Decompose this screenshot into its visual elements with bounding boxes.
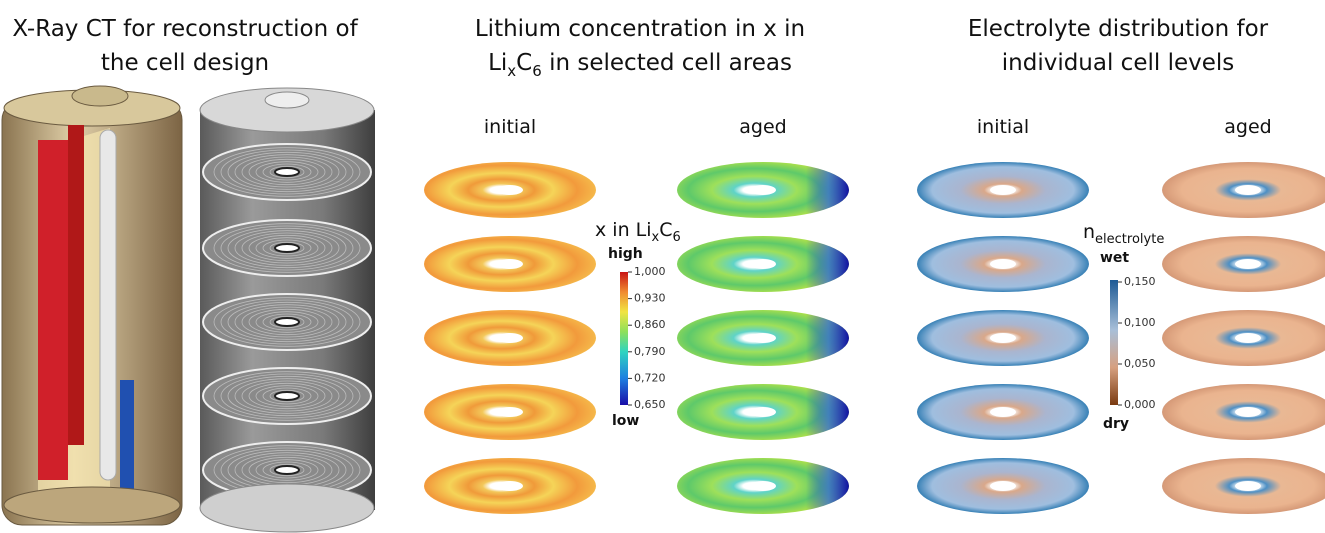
winding — [269, 165, 305, 179]
winding — [234, 378, 340, 414]
disc-hole — [750, 259, 776, 269]
winding — [220, 299, 354, 345]
colorbar — [620, 272, 628, 405]
disc-hole — [990, 481, 1016, 491]
winding — [213, 147, 361, 197]
disc-hole — [1235, 333, 1261, 343]
winding — [234, 154, 340, 190]
disc-hole — [750, 407, 776, 417]
disc-hole — [1235, 407, 1261, 417]
winding — [269, 389, 305, 403]
winding — [213, 223, 361, 273]
winding — [255, 161, 319, 183]
disc-hole — [990, 185, 1016, 195]
disc-hole — [497, 185, 523, 195]
winding — [262, 163, 312, 181]
winding — [241, 306, 333, 338]
core — [274, 317, 300, 327]
winding — [213, 297, 361, 347]
winding — [269, 241, 305, 255]
disc-hole — [750, 185, 776, 195]
winding — [248, 234, 326, 262]
winding — [227, 375, 347, 417]
colorbar-low: low — [612, 413, 639, 429]
winding — [255, 237, 319, 259]
colorbar-tick-label: 0,790 — [634, 345, 666, 358]
disc-hole — [497, 333, 523, 343]
winding — [227, 301, 347, 343]
winding — [248, 158, 326, 186]
core — [274, 243, 300, 253]
colorbar-high: wet — [1100, 250, 1129, 266]
colorbar-high: high — [608, 246, 643, 262]
colorbar-label: x in LixC6 — [595, 219, 681, 245]
winding — [227, 227, 347, 269]
disc-hole — [497, 407, 523, 417]
winding — [269, 315, 305, 329]
column-label: initial — [484, 116, 536, 138]
colorbar-low: dry — [1103, 416, 1129, 432]
colorbar-tick-label: 0,930 — [634, 292, 666, 305]
winding — [262, 239, 312, 257]
winding — [248, 308, 326, 336]
disc-hole — [990, 259, 1016, 269]
disc-hole — [990, 407, 1016, 417]
disc-hole — [1235, 481, 1261, 491]
disc-hole — [750, 333, 776, 343]
winding — [241, 380, 333, 412]
winding — [234, 230, 340, 266]
battery-cylinder — [199, 87, 375, 533]
panel-title: X-Ray CT for reconstruction of — [12, 16, 358, 42]
panel-title: the cell design — [101, 50, 269, 76]
disc-hole — [750, 481, 776, 491]
winding — [255, 311, 319, 333]
battery-cutaway — [1, 85, 183, 526]
core — [274, 465, 300, 475]
core — [274, 391, 300, 401]
column-label: aged — [1224, 116, 1271, 138]
panel-title: Lithium concentration in x in — [475, 16, 805, 42]
winding — [262, 461, 312, 479]
core — [274, 167, 300, 177]
panel-title: Electrolyte distribution for — [968, 16, 1269, 42]
panel-title: individual cell levels — [1002, 50, 1235, 76]
winding — [269, 463, 305, 477]
colorbar-tick-label: 0,150 — [1124, 275, 1156, 288]
colorbar-tick-label: 1,000 — [634, 265, 666, 278]
winding — [227, 151, 347, 193]
winding — [255, 459, 319, 481]
winding — [220, 149, 354, 195]
winding — [248, 382, 326, 410]
winding — [262, 313, 312, 331]
colorbar-tick-label: 0,050 — [1124, 357, 1156, 370]
colorbar-tick-label: 0,860 — [634, 318, 666, 331]
colorbar — [1110, 280, 1118, 405]
disc-hole — [1235, 185, 1261, 195]
disc-hole — [497, 259, 523, 269]
winding — [213, 371, 361, 421]
winding — [241, 232, 333, 264]
colorbar-tick-label: 0,100 — [1124, 316, 1156, 329]
panel-title: LixC6 in selected cell areas — [488, 50, 792, 80]
winding — [220, 373, 354, 419]
column-label: aged — [739, 116, 786, 138]
winding — [220, 225, 354, 271]
disc-hole — [1235, 259, 1261, 269]
disc-hole — [497, 481, 523, 491]
column-label: initial — [977, 116, 1029, 138]
winding — [234, 304, 340, 340]
winding — [248, 456, 326, 484]
colorbar-tick-label: 0,000 — [1124, 398, 1156, 411]
winding — [255, 385, 319, 407]
colorbar-tick-label: 0,720 — [634, 371, 666, 384]
winding — [241, 156, 333, 188]
winding — [262, 387, 312, 405]
colorbar-tick-label: 0,650 — [634, 398, 666, 411]
disc-hole — [990, 333, 1016, 343]
colorbar-label: nelectrolyte — [1083, 221, 1164, 247]
